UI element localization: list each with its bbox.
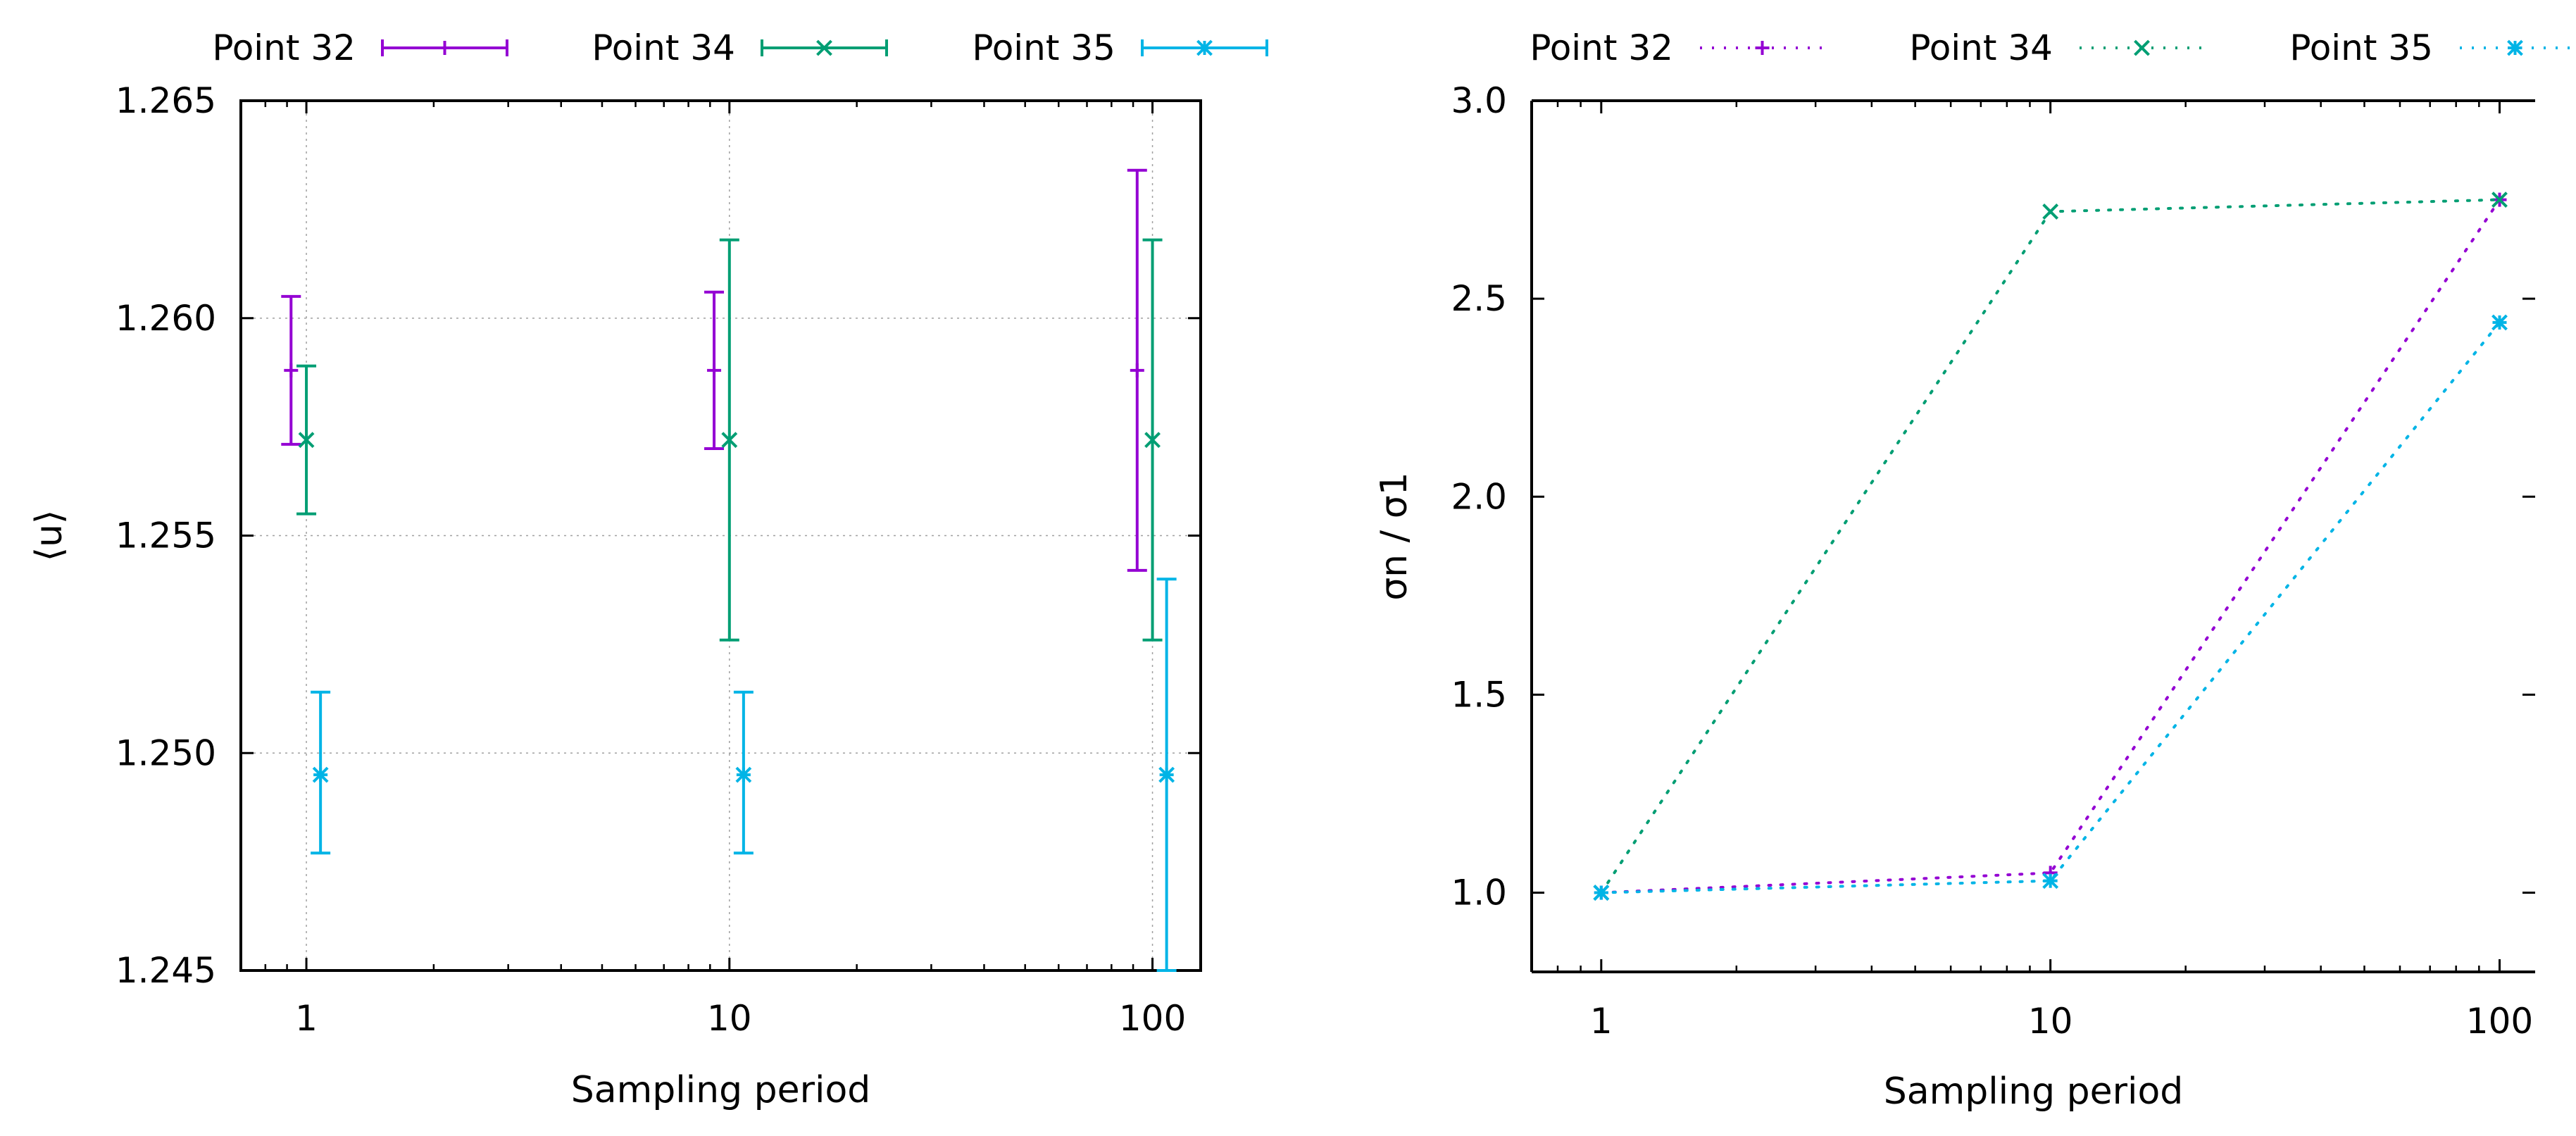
right-y-tick-label: 1.5 bbox=[1451, 674, 1507, 715]
left-data-point-icon bbox=[735, 766, 752, 783]
right-legend-label: Point 34 bbox=[1909, 27, 2053, 68]
left-legend-marker-icon bbox=[1196, 39, 1213, 56]
left-y-tick-label: 1.245 bbox=[115, 950, 216, 991]
right-y-axis-label: σn / σ1 bbox=[1373, 472, 1415, 601]
left-legend-marker-icon bbox=[437, 41, 452, 55]
left-plot-frame bbox=[239, 99, 1202, 972]
left-errorbar-plus bbox=[1127, 168, 1147, 572]
left-errorbar-star bbox=[311, 690, 331, 855]
left-y-tick-label: 1.265 bbox=[115, 80, 216, 121]
right-legend-marker-icon bbox=[2134, 39, 2150, 56]
left-data-point-icon bbox=[298, 432, 315, 449]
right-chart: 1 10 100 1.0 1.5 2.0 2.5 3.0 Sampling period σn /… bbox=[1373, 80, 2535, 1113]
left-legend-label: Point 32 bbox=[212, 27, 356, 68]
left-errorbar-x bbox=[719, 238, 739, 642]
left-data-point-icon bbox=[721, 432, 738, 449]
left-errorbar-star bbox=[733, 690, 754, 855]
right-data-point-icon bbox=[2491, 192, 2508, 208]
left-chart: 1 10 100 1.245 1.250 1.255 1.260 1.265 Sampling … bbox=[28, 80, 1202, 1111]
left-x-tick-label: 1 bbox=[295, 998, 318, 1039]
left-errorbar-plus bbox=[704, 290, 725, 450]
left-data-point-icon bbox=[707, 363, 722, 377]
right-series-line bbox=[1599, 198, 2501, 894]
right-series-line bbox=[1599, 198, 2501, 894]
right-y-tick-label: 3.0 bbox=[1451, 80, 1507, 121]
left-errorbar-plus bbox=[281, 294, 301, 446]
left-y-axis-label: ⟨u⟩ bbox=[28, 510, 70, 562]
right-legend-label: Point 35 bbox=[2289, 27, 2433, 68]
left-data-point-icon bbox=[1144, 432, 1161, 449]
left-data-point-icon bbox=[1130, 363, 1144, 377]
left-y-tick-label: 1.260 bbox=[115, 298, 216, 339]
right-data-point-icon bbox=[1593, 885, 1610, 901]
left-y-tick-label: 1.250 bbox=[115, 732, 216, 773]
left-data-point-icon bbox=[312, 766, 329, 783]
right-data-point-icon bbox=[2042, 204, 2059, 220]
left-errorbar-x bbox=[296, 364, 317, 516]
right-y-tick-label: 2.5 bbox=[1451, 278, 1507, 319]
right-legend-marker-icon bbox=[1755, 41, 1770, 55]
right-y-tick-label: 2.0 bbox=[1451, 476, 1507, 517]
left-x-tick-label: 10 bbox=[707, 998, 752, 1039]
right-legend: Point 32 Point 34 Point 35 bbox=[1530, 27, 2570, 68]
left-legend-marker-icon bbox=[816, 39, 832, 56]
right-series-line bbox=[1599, 320, 2501, 894]
right-x-axis-label: Sampling period bbox=[1884, 1071, 2184, 1113]
right-data-point-icon bbox=[2491, 314, 2508, 331]
left-data-point-icon bbox=[284, 363, 299, 377]
right-data-point-icon bbox=[2042, 873, 2059, 890]
right-x-tick-label: 1 bbox=[1590, 1001, 1613, 1042]
left-y-tick-label: 1.255 bbox=[115, 516, 216, 556]
left-errorbar-star bbox=[1156, 578, 1177, 972]
right-legend-marker-icon bbox=[2507, 39, 2523, 56]
left-errorbar-x bbox=[1142, 238, 1163, 642]
left-legend-label: Point 34 bbox=[592, 27, 735, 68]
left-x-tick-label: 100 bbox=[1119, 998, 1186, 1039]
left-x-axis-label: Sampling period bbox=[571, 1069, 871, 1111]
right-x-tick-label: 10 bbox=[2028, 1001, 2073, 1042]
right-legend-label: Point 32 bbox=[1530, 27, 1673, 68]
left-legend-label: Point 35 bbox=[972, 27, 1115, 68]
left-legend: Point 32 Point 34 Point 35 bbox=[212, 27, 1268, 68]
right-x-tick-label: 100 bbox=[2466, 1001, 2533, 1042]
left-data-point-icon bbox=[1158, 766, 1175, 783]
right-y-tick-label: 1.0 bbox=[1451, 873, 1507, 913]
